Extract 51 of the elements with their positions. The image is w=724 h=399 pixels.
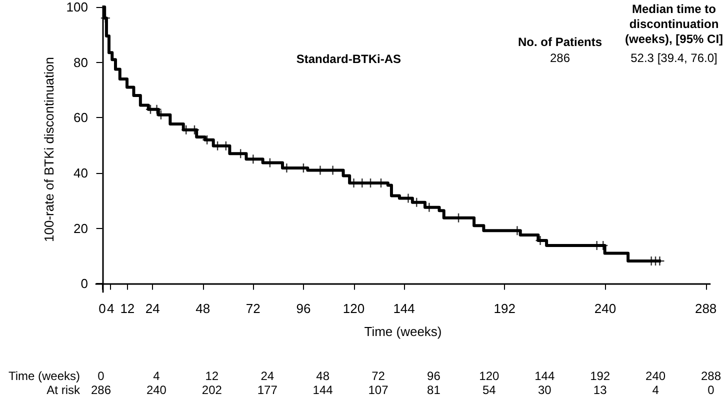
text: 286 (90, 383, 112, 397)
text: 240 (646, 369, 666, 383)
annotation: 286 (550, 51, 570, 65)
x-tick-label: 4 (107, 301, 114, 316)
text: At risk (46, 383, 81, 397)
x-tick-label: 288 (694, 301, 717, 316)
text: 240 (146, 383, 167, 397)
text: 4 (153, 369, 160, 383)
text: 54 (482, 383, 496, 397)
annotation: 52.3 [39.4, 76.0] (630, 51, 718, 65)
text: 4 (652, 383, 660, 397)
x-tick-label: 192 (494, 301, 516, 316)
y-tick-label: 80 (74, 54, 88, 70)
y-tick-label: 40 (74, 166, 88, 181)
text: 288 (700, 369, 722, 383)
x-tick-label: 240 (594, 301, 616, 316)
text: 30 (538, 383, 552, 397)
y-tick-label: 100 (66, 0, 88, 14)
x-tick-label: 12 (120, 301, 135, 316)
text: 96 (427, 369, 441, 383)
x-tick-label: 96 (296, 301, 311, 316)
text: 144 (312, 383, 334, 397)
text: Standard-BTKi-AS (296, 52, 402, 66)
text: 13 (593, 383, 608, 397)
x-tick-label: 48 (196, 301, 210, 316)
text: 0 (708, 383, 715, 397)
text: 12 (205, 369, 219, 383)
y-tick-label: 0 (80, 276, 88, 292)
y-tick-label: 20 (74, 220, 88, 236)
text: 120 (479, 369, 500, 383)
text: 0 (98, 369, 105, 383)
y-axis-title: 100-rate of BTKi discontinuation (41, 57, 56, 242)
text: 81 (427, 383, 441, 397)
y-tick-label: 60 (74, 110, 88, 126)
x-tick-label: 24 (145, 301, 160, 316)
x-axis-title: Time (weeks) (364, 324, 442, 339)
text: 192 (590, 369, 610, 383)
annotation: Median time to discontinuation (weeks), [95% CI] (624, 2, 724, 46)
x-tick-label: 144 (393, 301, 415, 316)
x-tick-label: 120 (342, 301, 365, 316)
text: 177 (257, 383, 278, 397)
text: 72 (372, 369, 386, 383)
text: 48 (316, 369, 330, 383)
annotation: No. of Patients (518, 35, 602, 49)
text: 144 (534, 369, 555, 383)
text: 202 (202, 383, 222, 397)
text: Time (weeks) (8, 369, 80, 383)
x-tick-label: 0 (98, 301, 106, 316)
text: 107 (368, 383, 389, 397)
x-tick-label: 72 (246, 301, 260, 316)
text: 24 (260, 369, 274, 383)
